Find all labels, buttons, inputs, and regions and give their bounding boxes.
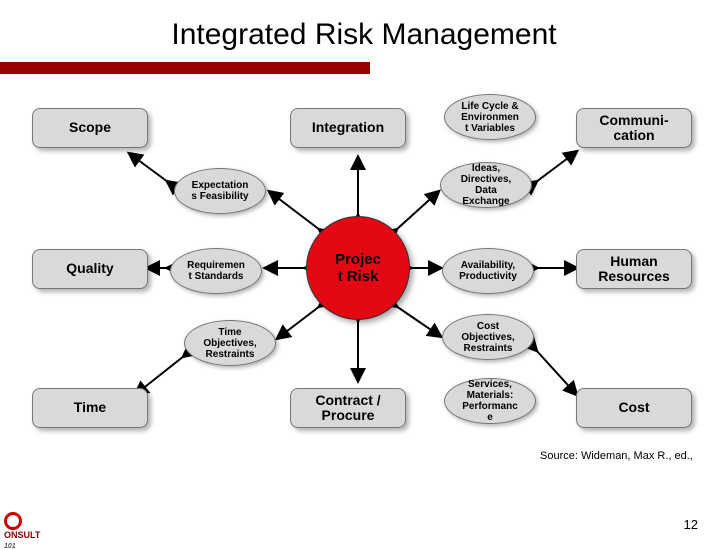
outer-box-communication: Communi-cation [576, 108, 692, 148]
outer-box-hr: HumanResources [576, 249, 692, 289]
consult-logo: ONSULT101 [4, 512, 56, 542]
outer-box-contract: Contract /Procure [290, 388, 406, 428]
inner-oval-lifecycle: Life Cycle &Environment Variables [444, 94, 536, 140]
page-number: 12 [684, 517, 698, 532]
inner-oval-ideas: Ideas,Directives,DataExchange [440, 162, 532, 208]
inner-oval-timeobj: TimeObjectives,Restraints [184, 320, 276, 366]
outer-box-scope: Scope [32, 108, 148, 148]
outer-box-time: Time [32, 388, 148, 428]
inner-oval-costobj: CostObjectives,Restraints [442, 314, 534, 360]
center-node-project-risk: Project Risk [306, 216, 410, 320]
center-label: Project Risk [335, 251, 381, 286]
page-title: Integrated Risk Management [0, 18, 728, 52]
inner-oval-req: Requirement Standards [170, 248, 262, 294]
outer-box-cost: Cost [576, 388, 692, 428]
outer-box-quality: Quality [32, 249, 148, 289]
inner-oval-services: Services,Materials:Performance [444, 378, 536, 424]
title-rule [0, 62, 370, 74]
source-citation: Source: Wideman, Max R., ed., [540, 450, 693, 462]
inner-oval-avail: Availability,Productivity [442, 248, 534, 294]
outer-box-integration: Integration [290, 108, 406, 148]
inner-oval-expect: Expectations Feasibility [174, 168, 266, 214]
